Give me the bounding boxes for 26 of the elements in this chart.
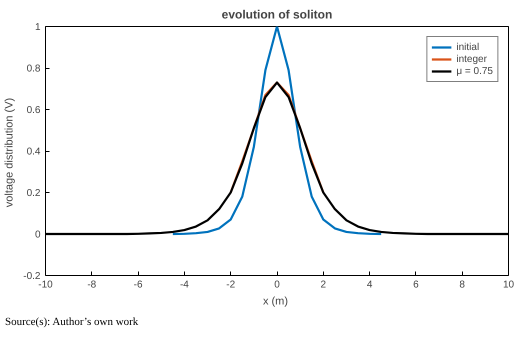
x-tick-label: -8	[87, 280, 97, 290]
legend-label: initial	[456, 41, 480, 53]
x-tick-label: 4	[366, 280, 373, 290]
source-note: Source(s): Author’s own work	[5, 315, 138, 330]
y-tick-label: 0.6	[26, 105, 41, 116]
line-series	[172, 26, 382, 236]
x-tick-label: -4	[180, 280, 190, 290]
y-tick-label: 0.2	[26, 188, 41, 199]
x-tick-label: 6	[413, 280, 420, 290]
y-tick-label: -0.2	[23, 271, 41, 282]
legend-label: μ = 0.75	[456, 65, 493, 77]
x-tick-label: 8	[459, 280, 466, 290]
x-tick-label: 2	[320, 280, 327, 290]
x-tick-label: -2	[226, 280, 236, 290]
x-tick-label: 10	[502, 280, 514, 290]
x-tick-label: -10	[38, 280, 54, 290]
y-axis-title: voltage distribution (V)	[3, 98, 16, 208]
chart-title: evolution of soliton	[222, 8, 332, 22]
x-tick-label: 0	[274, 280, 280, 290]
legend-label: integer	[456, 53, 487, 65]
y-tick-label: 0.8	[26, 64, 41, 74]
y-tick-label: 1	[34, 22, 41, 33]
x-tick-label: -6	[134, 280, 143, 290]
y-tick-label: 0.4	[26, 146, 41, 158]
x-axis-title: x (m)	[262, 296, 288, 308]
y-tick-label: 0	[34, 230, 41, 240]
